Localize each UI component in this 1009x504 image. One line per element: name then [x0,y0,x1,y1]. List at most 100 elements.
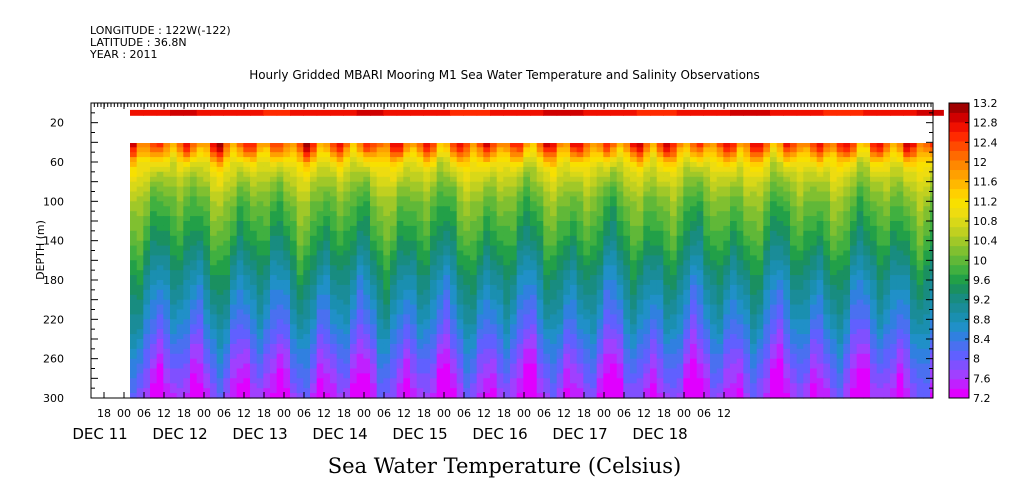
temperature-cell [576,206,584,212]
temperature-cell [283,309,291,315]
temperature-cell [543,314,551,320]
temperature-cell [303,339,311,345]
temperature-cell [930,171,933,178]
temperature-cell [223,221,231,227]
temperature-cell [930,319,933,325]
temperature-cell [863,270,871,276]
temperature-cell [690,221,698,227]
temperature-cell [796,319,804,325]
temperature-cell [516,255,524,261]
temperature-cell [403,284,411,291]
temperature-cell [510,152,518,158]
temperature-cell [870,201,878,207]
temperature-cell [223,314,231,320]
temperature-cell [676,143,684,148]
temperature-cell [270,176,278,183]
temperature-cell [723,206,731,212]
temperature-cell [210,240,218,247]
temperature-cell [870,314,878,320]
temperature-cell [370,176,378,183]
temperature-cell [430,166,438,173]
temperature-cell [896,280,904,286]
temperature-cell [610,250,618,256]
temperature-cell [470,186,478,193]
temperature-cell [750,181,758,188]
temperature-cell [743,240,751,247]
temperature-cell [183,260,191,266]
temperature-cell [490,186,498,193]
temperature-cell [636,334,644,340]
temperature-cell [443,235,451,242]
temperature-cell [836,319,844,325]
temperature-cell [683,270,691,276]
temperature-cell [763,314,771,320]
temperature-cell [343,324,351,330]
temperature-cell [670,162,678,168]
temperature-cell [436,152,444,158]
temperature-cell [503,186,511,193]
temperature-cell [263,319,271,325]
temperature-cell [316,294,324,301]
temperature-cell [583,176,591,183]
temperature-cell [650,280,658,286]
temperature-cell [396,294,404,301]
temperature-cell [850,157,858,163]
temperature-cell [716,157,724,163]
temperature-cell [570,304,578,311]
temperature-cell [436,270,444,276]
temperature-cell [490,147,498,153]
temperature-cell [796,324,804,330]
temperature-cell [903,143,911,148]
temperature-cell [456,299,464,306]
temperature-cell [883,309,891,315]
temperature-cell [310,339,318,345]
temperature-cell [350,319,358,325]
temperature-cell [550,260,558,266]
temperature-cell [550,289,558,296]
temperature-cell [890,309,898,315]
temperature-cell [343,260,351,266]
temperature-cell [536,319,544,325]
temperature-cell [776,201,784,207]
temperature-cell [150,245,158,252]
temperature-cell [403,157,411,163]
temperature-cell [170,255,178,261]
temperature-cell [483,181,491,188]
temperature-cell [456,196,464,202]
temperature-cell [590,186,598,193]
temperature-cell [590,284,598,291]
temperature-cell [810,147,818,153]
temperature-cell [356,329,364,335]
temperature-cell [723,147,731,153]
temperature-cell [876,147,884,153]
temperature-cell [356,280,364,286]
temperature-cell [850,216,858,222]
temperature-cell [743,221,751,227]
temperature-cell [776,324,784,330]
temperature-cell [843,304,851,311]
temperature-cell [336,270,344,276]
temperature-cell [870,152,878,158]
temperature-cell [370,196,378,202]
temperature-cell [503,309,511,315]
temperature-cell [796,250,804,256]
temperature-cell [283,245,291,252]
temperature-cell [576,324,584,330]
temperature-cell [163,211,171,217]
temperature-cell [410,289,418,296]
temperature-cell [283,280,291,286]
temperature-cell [143,240,151,247]
temperature-cell [130,265,138,271]
temperature-cell [416,211,424,217]
temperature-cell [503,221,511,227]
temperature-cell [390,265,398,271]
temperature-cell [150,186,158,193]
temperature-cell [130,319,138,325]
temperature-cell [716,245,724,252]
temperature-cell [203,201,211,207]
temperature-cell [256,343,264,350]
temperature-cell [236,181,244,188]
temperature-cell [796,314,804,320]
temperature-cell [776,304,784,311]
temperature-cell [763,339,771,345]
